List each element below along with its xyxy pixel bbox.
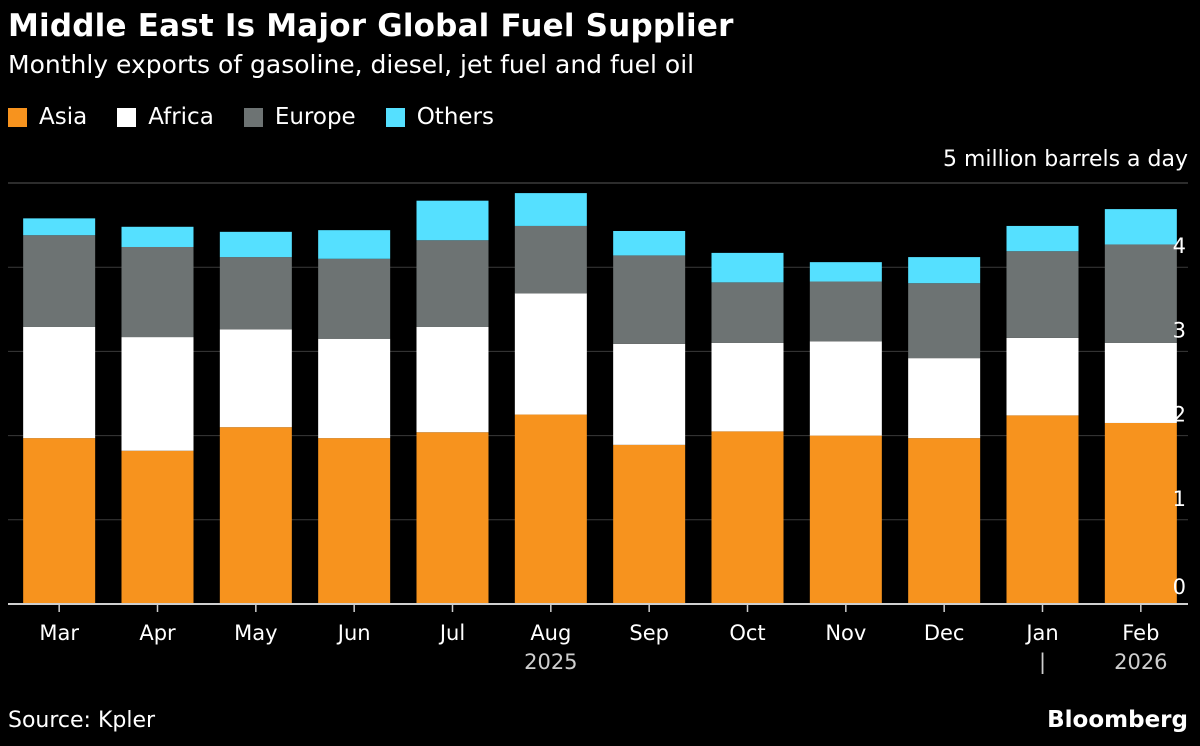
bar-dec-others xyxy=(908,257,981,284)
legend-item-europe: Europe xyxy=(243,104,356,130)
legend-label-africa: Africa xyxy=(148,104,214,130)
bar-feb-asia xyxy=(1104,422,1177,604)
y-tick-label-1: 1 xyxy=(1173,487,1186,511)
x-tick-label-jul: Jul xyxy=(438,621,465,645)
x-tick-label-jun: Jun xyxy=(336,621,371,645)
bar-oct-others xyxy=(711,252,784,283)
bar-dec-europe xyxy=(908,283,981,359)
bar-jul-africa xyxy=(416,326,489,433)
chart-title: Middle East Is Major Global Fuel Supplie… xyxy=(8,8,734,44)
bar-mar-europe xyxy=(23,235,96,327)
source-note: Source: Kpler xyxy=(8,708,156,733)
bar-mar-asia xyxy=(23,438,96,604)
year-label-2025: 2025 xyxy=(524,650,577,674)
bar-aug-africa xyxy=(514,293,587,415)
bar-dec-asia xyxy=(908,438,981,604)
legend-swatch-others xyxy=(385,107,405,127)
y-tick-label-0: 0 xyxy=(1173,575,1186,599)
year-separator: | xyxy=(1039,650,1046,675)
legend-label-europe: Europe xyxy=(274,104,356,130)
bar-jan-africa xyxy=(1006,337,1079,416)
y-axis-unit-label: 5 million barrels a day xyxy=(943,147,1188,172)
x-tick-label-nov: Nov xyxy=(825,621,866,645)
bar-may-asia xyxy=(219,427,292,604)
bar-nov-others xyxy=(809,262,882,282)
bar-jan-europe xyxy=(1006,251,1079,338)
bar-nov-europe xyxy=(809,281,882,342)
legend-item-africa: Africa xyxy=(117,104,214,130)
legend-swatch-asia xyxy=(8,107,27,127)
legend-swatch-europe xyxy=(243,107,263,127)
bar-sep-others xyxy=(613,230,686,256)
y-tick-label-2: 2 xyxy=(1173,403,1186,427)
x-tick-label-sep: Sep xyxy=(629,621,669,645)
legend-label-asia: Asia xyxy=(39,104,88,130)
bar-jun-africa xyxy=(318,338,391,439)
bar-apr-others xyxy=(121,226,194,247)
x-tick-label-oct: Oct xyxy=(729,621,765,645)
x-tick-label-jan: Jan xyxy=(1024,621,1058,645)
legend-item-others: Others xyxy=(385,104,494,130)
bar-sep-africa xyxy=(613,343,686,445)
x-tick-label-may: May xyxy=(234,621,277,645)
x-tick-label-mar: Mar xyxy=(39,621,79,645)
bar-mar-africa xyxy=(23,326,96,439)
bar-aug-others xyxy=(514,193,587,226)
bar-jan-asia xyxy=(1006,415,1079,604)
chart-subtitle: Monthly exports of gasoline, diesel, jet… xyxy=(8,50,695,79)
bar-aug-europe xyxy=(514,225,587,294)
bar-oct-europe xyxy=(711,282,784,343)
bar-jun-europe xyxy=(318,258,391,339)
bar-apr-asia xyxy=(121,450,194,604)
x-tick-label-apr: Apr xyxy=(139,621,176,645)
bar-jun-asia xyxy=(318,438,391,604)
bar-apr-europe xyxy=(121,246,194,338)
bar-jul-europe xyxy=(416,240,489,327)
legend-item-asia: Asia xyxy=(8,104,87,130)
bar-mar-others xyxy=(23,218,96,236)
bar-jul-asia xyxy=(416,432,489,604)
bar-apr-africa xyxy=(121,337,194,451)
bar-may-europe xyxy=(219,257,292,330)
bar-jan-others xyxy=(1006,225,1079,252)
bar-aug-asia xyxy=(514,414,587,604)
bar-sep-europe xyxy=(613,255,686,344)
legend: Asia Africa Europe Others xyxy=(8,104,524,130)
x-tick-label-feb: Feb xyxy=(1122,621,1159,645)
bar-jul-others xyxy=(416,200,489,241)
brand-logo: Bloomberg xyxy=(1047,707,1188,733)
bar-dec-africa xyxy=(908,358,981,439)
legend-swatch-africa xyxy=(117,107,137,127)
bar-may-africa xyxy=(219,329,292,428)
bar-oct-africa xyxy=(711,342,784,432)
legend-label-others: Others xyxy=(416,104,494,130)
bar-feb-others xyxy=(1104,209,1177,245)
bar-oct-asia xyxy=(711,431,784,604)
bar-nov-asia xyxy=(809,435,882,604)
y-tick-label-4: 4 xyxy=(1173,234,1186,258)
bar-feb-europe xyxy=(1104,244,1177,343)
bar-feb-africa xyxy=(1104,342,1177,423)
x-tick-label-aug: Aug xyxy=(530,621,571,645)
bar-jun-others xyxy=(318,230,391,259)
x-tick-label-dec: Dec xyxy=(924,621,965,645)
bar-may-others xyxy=(219,231,292,258)
bar-nov-africa xyxy=(809,341,882,436)
bar-sep-asia xyxy=(613,444,686,604)
year-label-2026: 2026 xyxy=(1114,650,1167,674)
y-tick-label-3: 3 xyxy=(1173,318,1186,342)
